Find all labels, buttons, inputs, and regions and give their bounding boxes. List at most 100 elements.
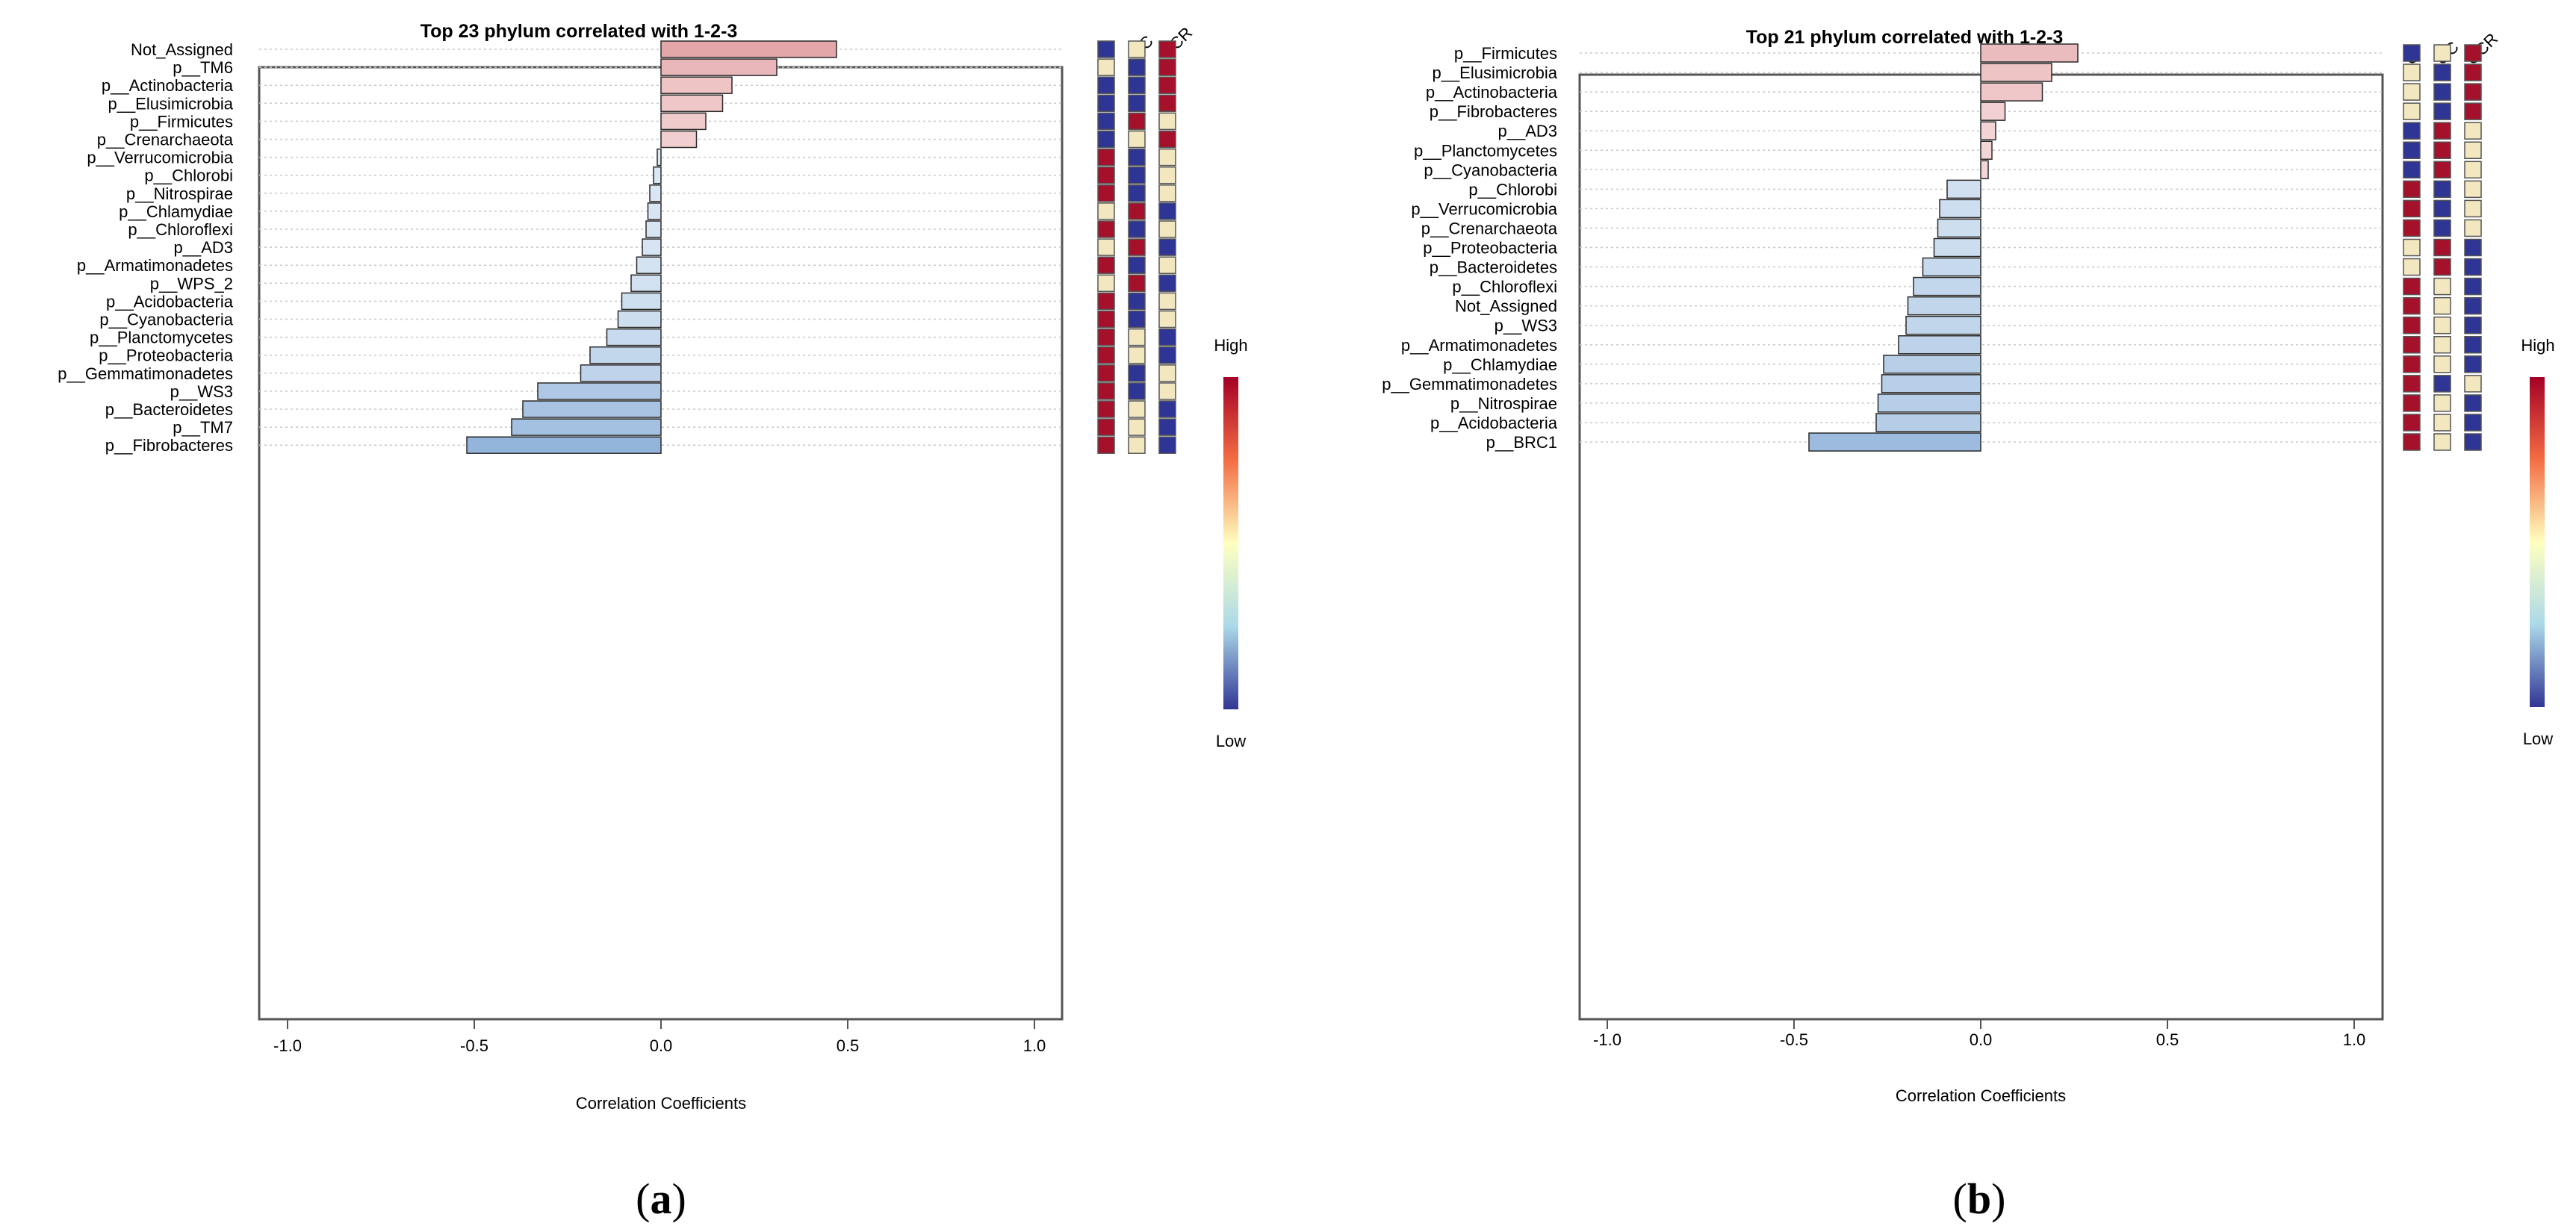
heat-cell	[1158, 166, 1176, 184]
legend-high-label: High	[1214, 336, 1247, 355]
bar	[522, 400, 662, 418]
category-label: p__Armatimonadetes	[77, 256, 233, 275]
panel-caption: (a)	[636, 1175, 686, 1223]
heat-cell	[1158, 328, 1176, 346]
x-axis: -1.0 -0.5 0.0 0.5 1.0	[1593, 1018, 2365, 1049]
x-axis-label: Correlation Coefficients	[1896, 1086, 2066, 1105]
bar	[580, 364, 662, 382]
bar	[1937, 218, 1981, 238]
legend-low-label: Low	[1216, 732, 1246, 750]
heat-cell	[2403, 277, 2421, 296]
heat-cell	[2403, 44, 2421, 62]
x-axis-label: Correlation Coefficients	[576, 1094, 746, 1113]
heat-cell	[1158, 184, 1176, 202]
category-label: p__Elusimicrobia	[1432, 63, 1557, 82]
heat-cell	[1097, 76, 1115, 94]
bar	[589, 346, 662, 364]
heat-cell	[2464, 63, 2482, 81]
category-label: p__Elusimicrobia	[108, 94, 233, 113]
heat-cell	[2403, 199, 2421, 218]
heat-cell	[1128, 220, 1146, 238]
category-label: p__Verrucomicrobia	[87, 149, 233, 167]
category-label: p__Chlorobi	[144, 167, 233, 185]
bar	[606, 328, 662, 346]
bar	[1898, 335, 1981, 355]
heat-cell	[1158, 382, 1176, 400]
heat-cell	[2464, 258, 2482, 276]
heat-cell	[1158, 130, 1176, 149]
category-label: p__Verrucomicrobia	[1411, 199, 1557, 218]
bar	[660, 130, 698, 149]
category-label: p__Nitrospirae	[1450, 394, 1557, 413]
heat-cell	[2433, 433, 2451, 451]
category-label: p__Armatimonadetes	[1401, 336, 1557, 355]
heatmap	[2403, 44, 2482, 451]
bar	[1980, 82, 2043, 102]
heat-cell	[1128, 310, 1146, 329]
heat-cell	[1128, 202, 1146, 220]
x-axis: -1.0 -0.5 0.0 0.5 1.0	[273, 1018, 1046, 1055]
heat-cell	[1158, 256, 1176, 274]
heat-cell	[2403, 394, 2421, 412]
heat-cell	[2403, 180, 2421, 199]
heat-cell	[2433, 141, 2451, 159]
heat-cell	[2464, 296, 2482, 315]
heat-cell	[2403, 238, 2421, 257]
heat-cell	[1158, 202, 1176, 220]
heat-cell	[2433, 219, 2451, 237]
heat-cell	[2433, 122, 2451, 140]
bar	[1946, 179, 1981, 199]
heat-cell	[2433, 102, 2451, 120]
color-legend-bar	[1223, 377, 1238, 709]
heat-cell	[2464, 375, 2482, 393]
heat-cell	[2433, 199, 2451, 218]
bar	[537, 382, 662, 400]
heat-cell	[1128, 382, 1146, 400]
heat-cell	[1097, 382, 1115, 400]
bar	[636, 256, 662, 274]
bars	[1808, 43, 2079, 452]
bar	[466, 436, 662, 454]
heat-cell	[1097, 148, 1115, 167]
heat-cell	[2433, 238, 2451, 257]
category-label: p__Cyanobacteria	[99, 311, 233, 329]
heat-cell	[1128, 40, 1146, 58]
bar	[1907, 296, 1981, 316]
bar	[630, 274, 662, 293]
category-label: p__TM6	[173, 58, 233, 77]
heat-cell	[1128, 76, 1146, 94]
category-label: p__WPS_2	[150, 274, 233, 293]
heat-cell	[1128, 364, 1146, 382]
bar	[642, 238, 662, 256]
x-tick-label: 0.5	[837, 1036, 860, 1055]
category-label: p__TM7	[173, 418, 233, 437]
heat-cell	[1158, 418, 1176, 436]
category-label: Not_Assigned	[1455, 297, 1557, 316]
heat-cell	[2464, 433, 2482, 451]
heat-cell	[1158, 40, 1176, 58]
bar	[660, 76, 733, 94]
bar	[660, 94, 724, 113]
heat-cell	[2403, 336, 2421, 354]
x-tick-label: 0.0	[650, 1036, 673, 1055]
category-label: p__Acidobacteria	[106, 292, 234, 311]
heat-cell	[1128, 436, 1146, 454]
bar	[1933, 237, 1981, 258]
heat-cell	[1097, 418, 1115, 436]
heat-cell	[1097, 292, 1115, 311]
bar	[649, 184, 662, 202]
color-legend-bar	[2530, 377, 2545, 707]
heat-cell	[1128, 94, 1146, 113]
heat-cell	[1128, 166, 1146, 184]
heat-cell	[1097, 310, 1115, 329]
category-label: p__AD3	[1498, 122, 1557, 140]
heat-cell	[1158, 58, 1176, 76]
category-label: p__Bacteroidetes	[1430, 258, 1557, 277]
bar	[1980, 121, 1996, 140]
heat-cell	[2464, 277, 2482, 296]
heat-cell	[1158, 220, 1176, 238]
bars	[466, 40, 837, 454]
heat-cell	[2403, 316, 2421, 335]
heat-cell	[2403, 122, 2421, 140]
